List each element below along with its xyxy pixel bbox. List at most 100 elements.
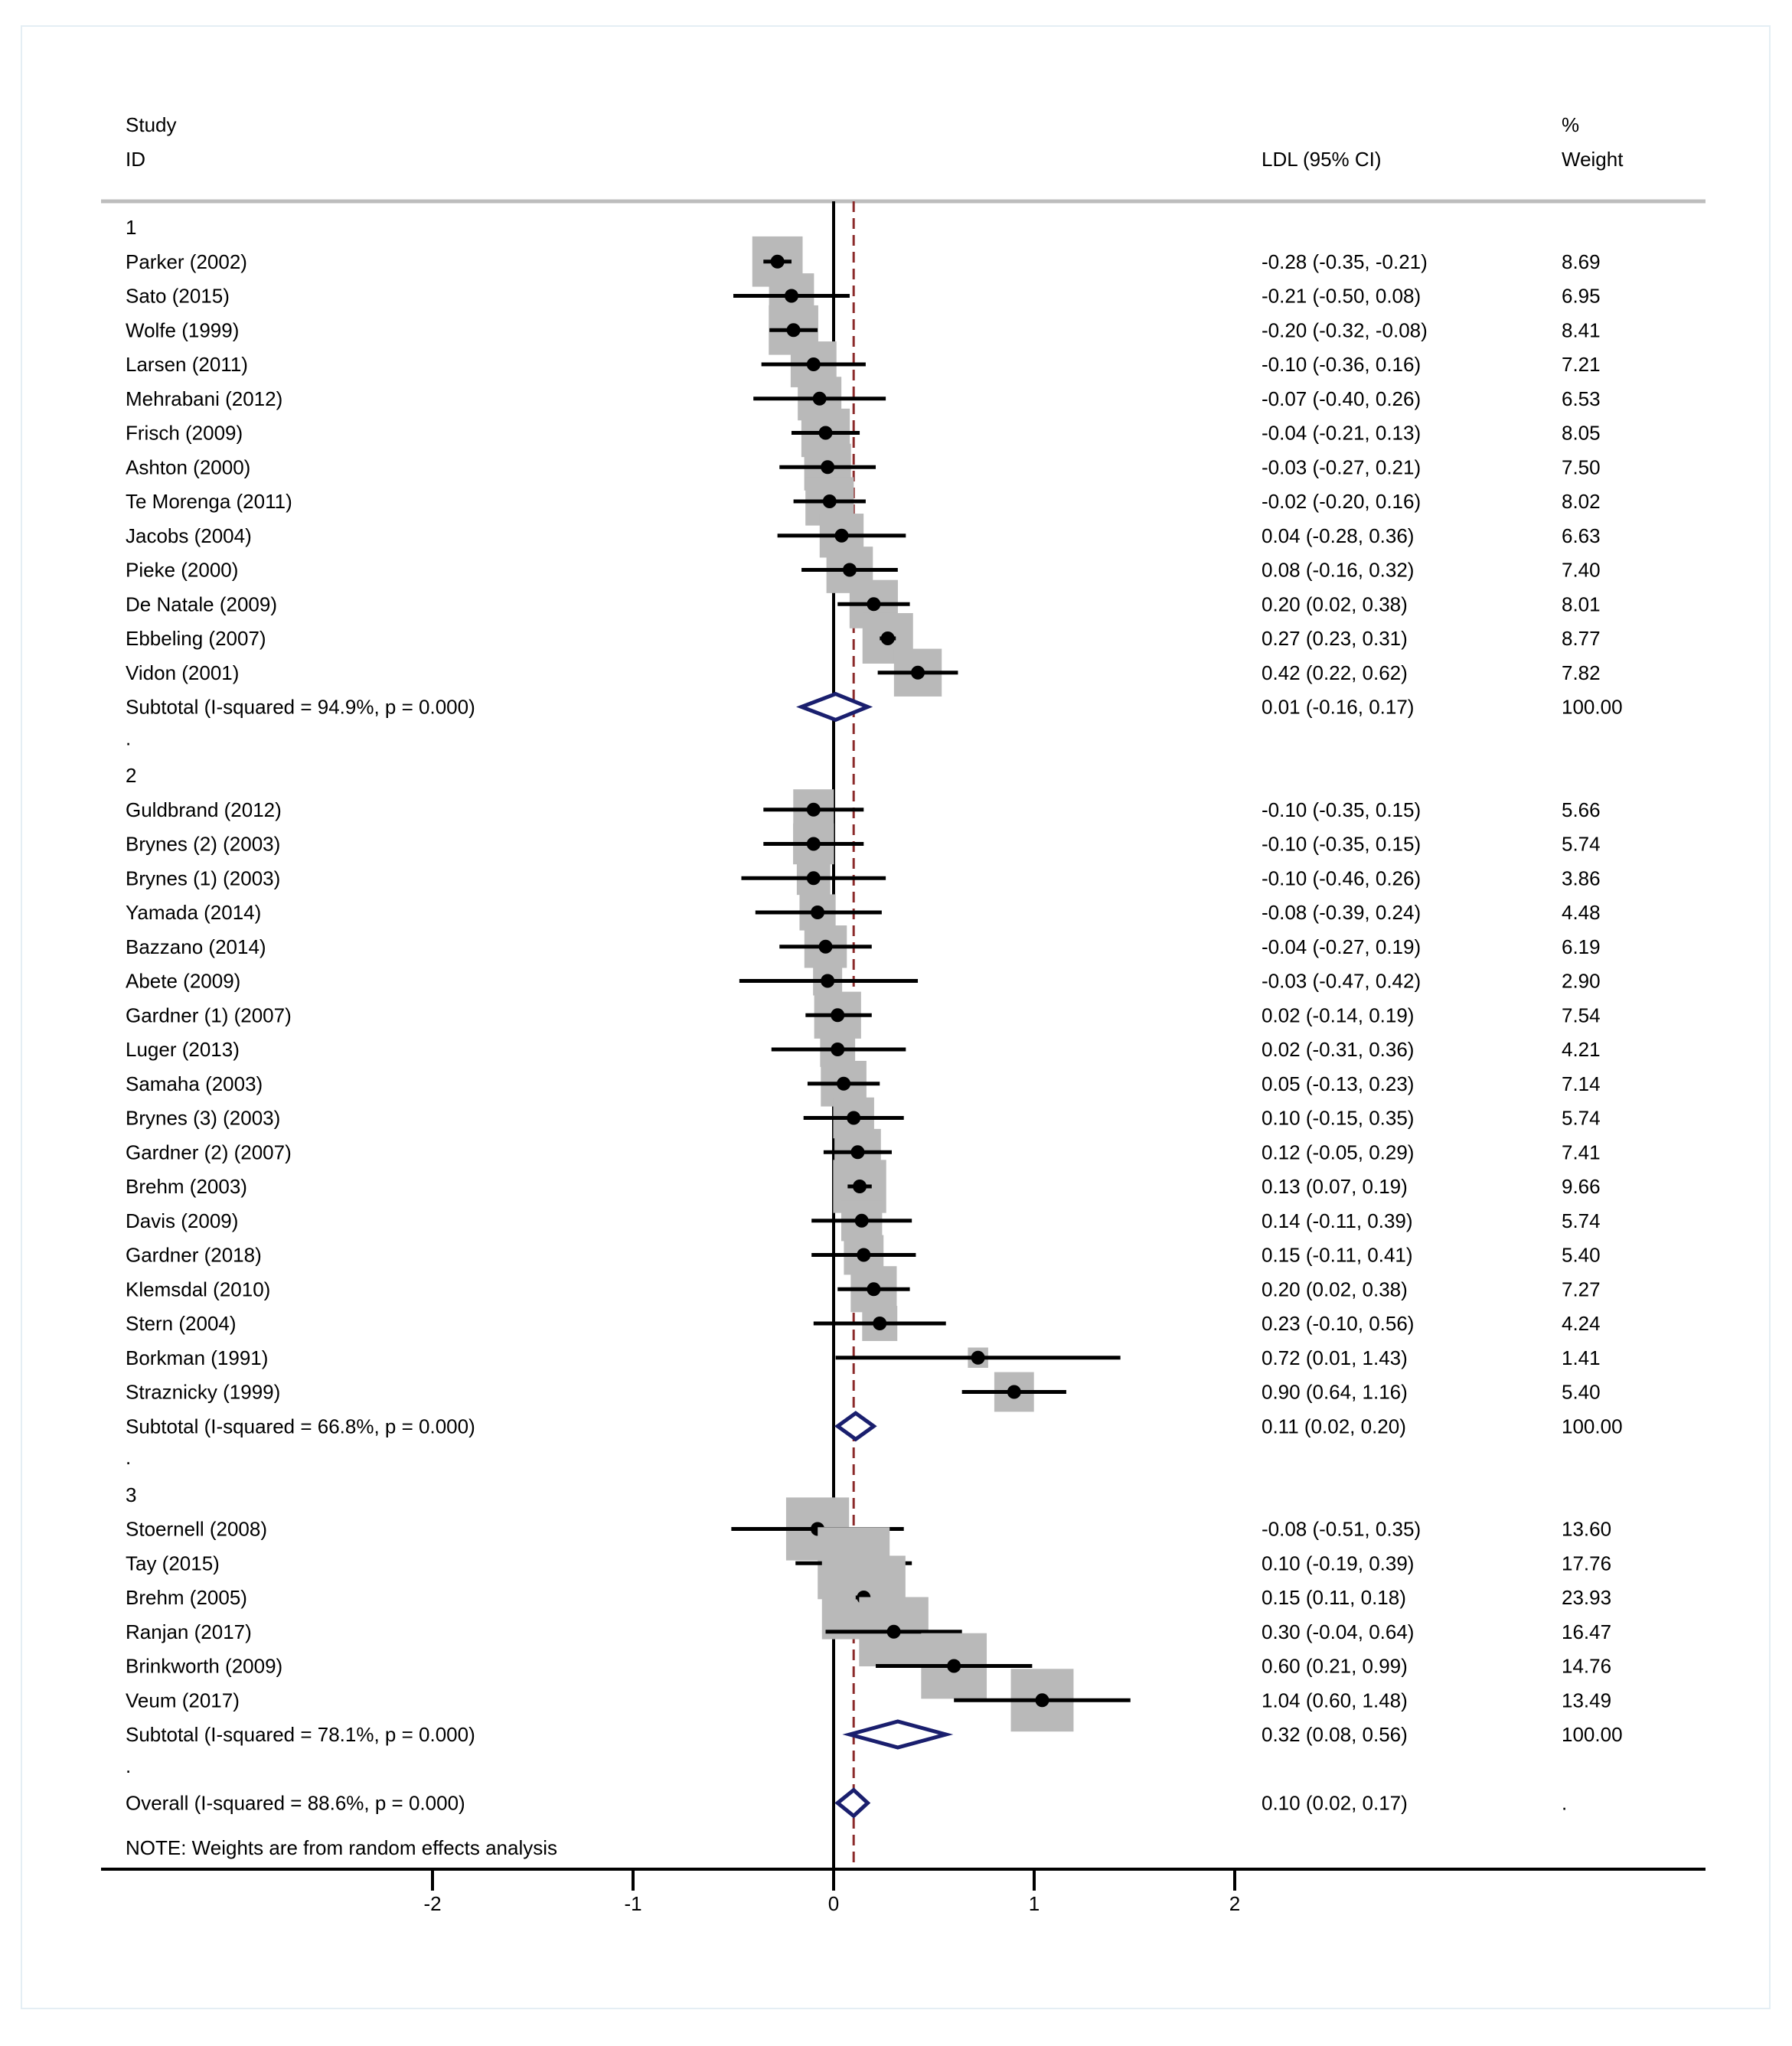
study-estimate-ci: -0.10 (-0.35, 0.15) [1262, 798, 1421, 821]
study-name: Brynes (1) (2003) [126, 866, 280, 889]
subtotal-estimate-ci: 0.01 (-0.16, 0.17) [1262, 696, 1414, 719]
study-name: Brehm (2005) [126, 1586, 247, 1609]
point-estimate [837, 1076, 851, 1091]
study-name: Ranjan (2017) [126, 1620, 252, 1643]
study-estimate-ci: -0.03 (-0.47, 0.42) [1262, 970, 1421, 993]
study-estimate-ci: 0.02 (-0.14, 0.19) [1262, 1003, 1414, 1026]
study-estimate-ci: 0.20 (0.02, 0.38) [1262, 1278, 1408, 1300]
study-weight: 5.74 [1562, 1107, 1601, 1130]
study-estimate-ci: 0.20 (0.02, 0.38) [1262, 592, 1408, 615]
study-estimate-ci: -0.20 (-0.32, -0.08) [1262, 318, 1428, 341]
study-weight: 8.05 [1562, 422, 1601, 445]
study-name: Brehm (2003) [126, 1175, 247, 1198]
study-weight: 9.66 [1562, 1175, 1601, 1198]
point-estimate [786, 323, 801, 338]
study-name: Veum (2017) [126, 1689, 240, 1712]
subtotal-estimate-ci: 0.32 (0.08, 0.56) [1262, 1723, 1408, 1746]
study-weight: 23.93 [1562, 1586, 1611, 1609]
point-estimate [867, 1282, 881, 1297]
study-weight: 8.69 [1562, 250, 1601, 273]
study-estimate-ci: 0.14 (-0.11, 0.39) [1262, 1209, 1413, 1232]
study-name: Frisch (2009) [126, 422, 243, 445]
study-weight: 6.53 [1562, 387, 1601, 410]
study-name: Samaha (2003) [126, 1072, 263, 1095]
study-weight: 5.74 [1562, 833, 1601, 856]
study-name: Guldbrand (2012) [126, 798, 282, 821]
study-name: Stoernell (2008) [126, 1518, 267, 1541]
subtotal-weight: 100.00 [1562, 1415, 1623, 1437]
study-estimate-ci: -0.04 (-0.21, 0.13) [1262, 422, 1421, 445]
point-estimate [806, 871, 821, 886]
group-separator: . [126, 1754, 131, 1777]
subtotal-estimate-ci: 0.11 (0.02, 0.20) [1262, 1415, 1406, 1437]
point-estimate [812, 391, 827, 406]
study-weight: 6.95 [1562, 285, 1601, 308]
x-axis-tick-label: -1 [624, 1892, 641, 1915]
study-name: Ashton (2000) [126, 455, 250, 478]
study-weight: 8.02 [1562, 490, 1601, 513]
study-estimate-ci: -0.28 (-0.35, -0.21) [1262, 250, 1428, 273]
subtotal-weight: 100.00 [1562, 696, 1623, 719]
study-estimate-ci: -0.10 (-0.35, 0.15) [1262, 833, 1421, 856]
study-name: Tay (2015) [126, 1552, 220, 1574]
study-estimate-ci: -0.10 (-0.36, 0.16) [1262, 353, 1421, 376]
point-estimate [831, 1043, 845, 1056]
point-estimate [806, 802, 821, 817]
study-estimate-ci: -0.03 (-0.27, 0.21) [1262, 455, 1421, 478]
x-axis-tick-label: 0 [828, 1892, 839, 1915]
study-weight: 5.40 [1562, 1244, 1601, 1267]
study-weight: 5.40 [1562, 1381, 1601, 1404]
point-estimate [821, 974, 835, 988]
x-axis-tick-label: 2 [1229, 1892, 1240, 1915]
study-weight: 6.19 [1562, 935, 1601, 958]
study-name: Te Morenga (2011) [126, 490, 292, 513]
study-name: Brinkworth (2009) [126, 1655, 282, 1678]
study-estimate-ci: 0.05 (-0.13, 0.23) [1262, 1072, 1414, 1095]
study-weight: 7.54 [1562, 1003, 1601, 1026]
study-weight: 17.76 [1562, 1552, 1611, 1574]
study-name: Parker (2002) [126, 250, 247, 273]
point-estimate [853, 1180, 867, 1193]
header-percent: % [1562, 113, 1579, 136]
study-estimate-ci: -0.02 (-0.20, 0.16) [1262, 490, 1421, 513]
study-name: Pieke (2000) [126, 559, 238, 582]
study-estimate-ci: 1.04 (0.60, 1.48) [1262, 1689, 1408, 1712]
point-estimate [867, 597, 881, 612]
study-weight: 16.47 [1562, 1620, 1611, 1643]
study-estimate-ci: 0.23 (-0.10, 0.56) [1262, 1312, 1414, 1335]
group-label: 1 [126, 216, 136, 239]
study-name: De Natale (2009) [126, 592, 277, 615]
study-estimate-ci: -0.08 (-0.51, 0.35) [1262, 1518, 1421, 1541]
study-estimate-ci: -0.21 (-0.50, 0.08) [1262, 285, 1421, 308]
point-estimate [806, 837, 821, 851]
study-weight: 1.41 [1562, 1346, 1601, 1369]
x-axis-tick-label: 1 [1029, 1892, 1040, 1915]
study-estimate-ci: 0.04 (-0.28, 0.36) [1262, 524, 1414, 547]
study-weight: 8.77 [1562, 627, 1601, 650]
study-name: Ebbeling (2007) [126, 627, 266, 650]
study-weight: 7.21 [1562, 353, 1601, 376]
study-weight: 4.48 [1562, 901, 1601, 924]
point-estimate [1035, 1693, 1049, 1708]
study-name: Wolfe (1999) [126, 318, 239, 341]
study-name: Klemsdal (2010) [126, 1278, 270, 1300]
subtotal-label: Subtotal (I-squared = 94.9%, p = 0.000) [126, 696, 475, 719]
study-estimate-ci: -0.10 (-0.46, 0.26) [1262, 866, 1421, 889]
study-name: Gardner (1) (2007) [126, 1003, 292, 1026]
study-name: Stern (2004) [126, 1312, 237, 1335]
point-estimate [857, 1248, 871, 1262]
point-estimate [1007, 1385, 1021, 1399]
study-name: Vidon (2001) [126, 661, 239, 684]
study-estimate-ci: 0.10 (-0.19, 0.39) [1262, 1552, 1414, 1574]
overall-estimate-ci: 0.10 (0.02, 0.17) [1262, 1792, 1408, 1815]
study-weight: 14.76 [1562, 1655, 1611, 1678]
study-estimate-ci: 0.30 (-0.04, 0.64) [1262, 1620, 1414, 1643]
study-estimate-ci: 0.27 (0.23, 0.31) [1262, 627, 1408, 650]
group-separator: . [126, 726, 131, 749]
point-estimate [947, 1659, 961, 1673]
study-estimate-ci: 0.15 (0.11, 0.18) [1262, 1586, 1406, 1609]
group-label: 2 [126, 764, 136, 787]
study-name: Larsen (2011) [126, 353, 248, 376]
point-estimate [818, 426, 833, 440]
study-estimate-ci: -0.07 (-0.40, 0.26) [1262, 387, 1421, 410]
